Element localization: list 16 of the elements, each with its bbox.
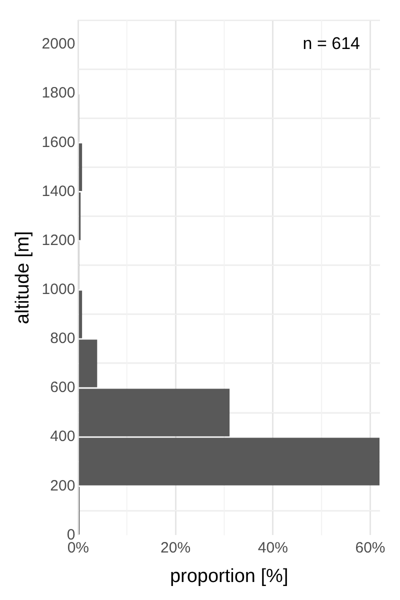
y-tick-label: 1400 <box>42 182 76 200</box>
y-tick-label: 800 <box>50 330 76 348</box>
y-tick-label: 1200 <box>42 232 76 249</box>
x-tick-label: 60% <box>355 539 386 556</box>
y-tick-label: 400 <box>50 428 76 446</box>
y-tick-label: 200 <box>50 477 76 494</box>
y-axis-title: altitude [m] <box>12 231 34 324</box>
x-tick-label: 40% <box>258 539 288 556</box>
x-tick-label: 20% <box>160 539 191 556</box>
y-tick-label: 1000 <box>42 281 76 298</box>
y-tick-label: 1800 <box>42 84 76 102</box>
annotation: n = 614 <box>302 34 360 54</box>
y-tick-label: 2000 <box>42 36 76 53</box>
x-axis-title: proportion [%] <box>170 566 288 587</box>
y-tick-label: 1600 <box>42 134 76 151</box>
y-tick-label: 600 <box>50 379 76 396</box>
